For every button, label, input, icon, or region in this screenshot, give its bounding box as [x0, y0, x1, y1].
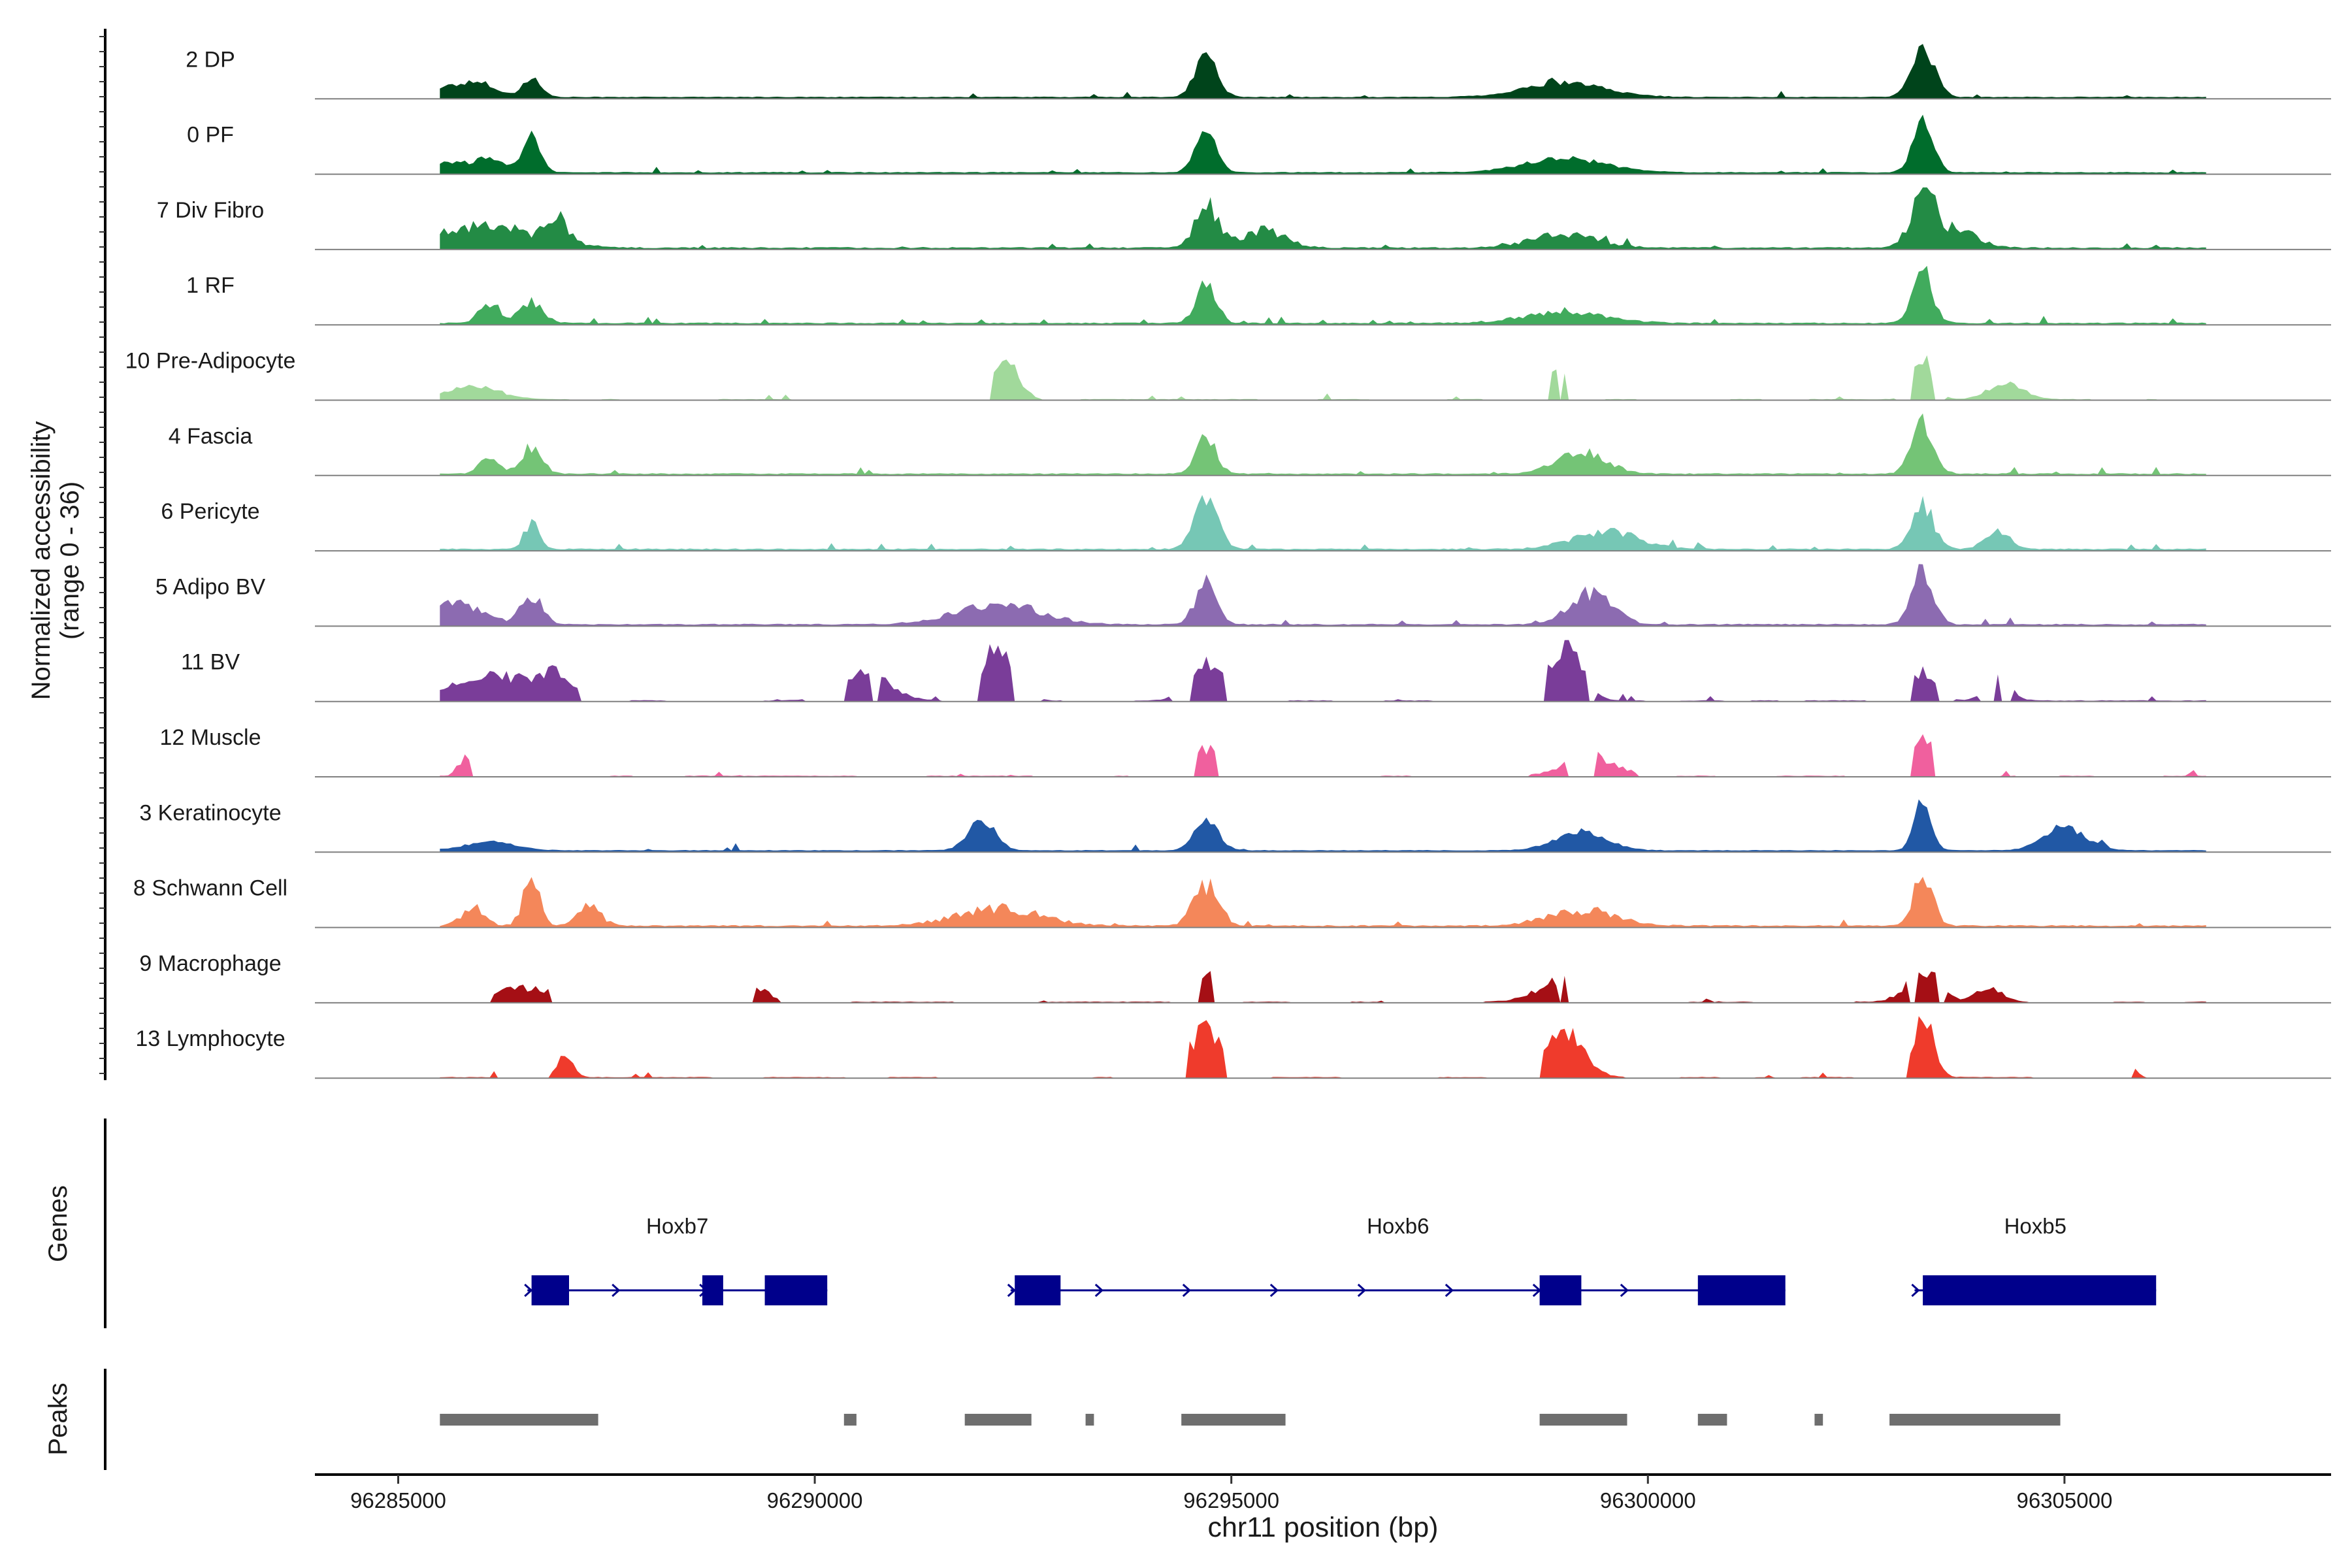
gene-hoxb6: Hoxb6 — [1007, 1214, 1786, 1305]
gene-models: Hoxb7 Hoxb6 Hoxb5 — [524, 1214, 2157, 1305]
coverage-y-axis-label: Normalized accessibility — [27, 421, 56, 700]
gene-exon — [1539, 1275, 1582, 1305]
strand-arrow — [1445, 1283, 1454, 1298]
track-label: 8 Schwann Cell — [133, 876, 287, 901]
strand-arrow — [1182, 1283, 1192, 1298]
coverage-area-4 — [440, 355, 2206, 400]
gene-exon — [1923, 1275, 2157, 1305]
x-axis-label: chr11 position (bp) — [1208, 1512, 1439, 1543]
gene-exon — [531, 1275, 569, 1305]
gene-label: Hoxb6 — [1367, 1214, 1429, 1238]
peak-region-4 — [1181, 1414, 1286, 1426]
coverage-tracks — [315, 44, 2331, 1079]
coverage-area-10 — [440, 799, 2206, 853]
gene-exon — [764, 1275, 828, 1305]
gene-label: Hoxb7 — [646, 1214, 708, 1238]
peaks-panel-label: Peaks — [44, 1382, 73, 1455]
track-label: 4 Fascia — [169, 424, 253, 449]
track-label: 11 BV — [181, 650, 240, 675]
gene-hoxb7: Hoxb7 — [524, 1214, 828, 1305]
coverage-area-8 — [440, 640, 2206, 702]
peak-region-8 — [1889, 1414, 2061, 1426]
track-label: 1 RF — [186, 273, 235, 298]
track-label: 2 DP — [186, 47, 235, 72]
peak-regions — [440, 1414, 2061, 1426]
peak-region-2 — [964, 1414, 1032, 1426]
track-label: 6 Pericyte — [161, 499, 259, 524]
gene-label: Hoxb5 — [2004, 1214, 2066, 1238]
track-label: 0 PF — [187, 123, 234, 148]
gene-exon — [702, 1275, 723, 1305]
coverage-y-axis — [99, 29, 106, 1081]
track-label: 3 Keratinocyte — [139, 800, 281, 825]
strand-arrow — [1094, 1283, 1104, 1298]
track-labels: 2 DP 0 PF 7 Div Fibro 1 RF 10 Pre-Adipocyte 4… — [125, 47, 296, 1051]
track-label: 13 Lymphocyte — [135, 1026, 285, 1051]
coverage-y-axis-range-label: (range 0 - 36) — [56, 482, 84, 640]
genes-panel-label: Genes — [44, 1185, 73, 1262]
x-tick-label: 96305000 — [2016, 1488, 2112, 1512]
x-tick-label: 96295000 — [1183, 1488, 1279, 1512]
track-label: 12 Muscle — [160, 725, 261, 750]
gene-exon — [1697, 1275, 1786, 1305]
strand-arrow — [612, 1283, 621, 1298]
strand-arrow — [1269, 1283, 1279, 1298]
track-label: 5 Adipo BV — [155, 574, 266, 599]
x-tick-label: 96285000 — [350, 1488, 446, 1512]
strand-arrow — [1007, 1283, 1017, 1298]
peak-region-6 — [1697, 1414, 1727, 1426]
strand-arrow — [1357, 1283, 1367, 1298]
strand-arrow — [1911, 1283, 1920, 1298]
x-tick-label: 96300000 — [1600, 1488, 1696, 1512]
gene-hoxb5: Hoxb5 — [1911, 1214, 2157, 1305]
peak-region-1 — [843, 1414, 857, 1426]
x-axis: 96285000 96290000 96295000 96300000 96305000 — [315, 1473, 2331, 1512]
track-label: 7 Div Fibro — [157, 198, 264, 223]
peak-region-3 — [1085, 1414, 1094, 1426]
strand-arrow — [1620, 1283, 1629, 1298]
peak-region-0 — [440, 1414, 598, 1426]
peak-region-7 — [1814, 1414, 1823, 1426]
gene-exon — [1015, 1275, 1061, 1305]
x-tick-label: 96290000 — [767, 1488, 863, 1512]
strand-arrow — [524, 1283, 533, 1298]
track-label: 9 Macrophage — [139, 951, 281, 976]
track-label: 10 Pre-Adipocyte — [125, 349, 296, 374]
peak-region-5 — [1539, 1414, 1627, 1426]
